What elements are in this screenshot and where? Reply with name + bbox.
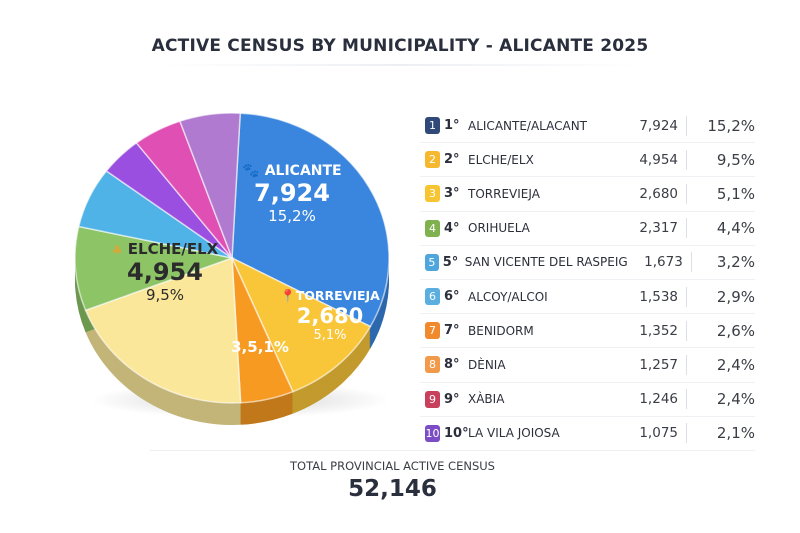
table-row: 7 7° BENIDORM 1,352 2,6% [420,314,755,349]
pie-chart [74,112,390,425]
column-separator [686,286,687,307]
location-pin-icon: 📍 [280,288,296,303]
column-separator [686,218,687,239]
census-percent: 2,4% [716,390,755,409]
column-separator [686,389,687,410]
rank-label: 5° [442,254,459,270]
municipality-name: ALCOY/ALCOI [468,289,548,304]
rank-label: 7° [444,323,460,339]
table-row: 9 9° XÀBIA 1,246 2,4% [420,383,755,417]
pie-slice [178,112,242,259]
column-separator [686,183,687,204]
rank-label: 2° [444,152,460,168]
pie-label-value: 4,954 [127,258,203,286]
rank-label: 4° [444,220,460,236]
rank-badge: 5 [425,253,439,271]
table-row: 4 4° ORIHUELA 2,317 4,4% [420,212,755,246]
census-percent: 2,4% [716,355,755,374]
rank-label: 1° [444,118,460,134]
pie-label-name: ELCHE/ELX [127,240,219,258]
column-separator [686,320,687,341]
rank-badge: 10 [425,424,440,442]
municipality-name: LA VILA JOIOSA [468,426,560,441]
total-divider [150,450,650,451]
census-percent: 2,1% [716,424,755,443]
rank-label: 9° [444,391,460,407]
table-row: 6 6° ALCOY/ALCOI 1,538 2,9% [420,280,755,315]
census-value: 7,924 [639,117,678,134]
rank-badge: 1 [425,117,440,135]
column-separator [686,354,687,375]
pie-slice [231,112,390,328]
pie-slice [74,225,235,312]
column-separator [686,115,687,136]
census-percent: 3,2% [716,253,755,272]
census-value: 1,673 [644,254,683,271]
title-divider [160,64,640,66]
municipality-name: ELCHE/ELX [468,152,534,167]
census-value: 1,075 [639,425,678,442]
rank-badge: 9 [425,390,440,408]
table-row: 5 5° SAN VICENTE DEL RASPEIG 1,673 3,2% [420,246,755,280]
municipality-name: TORREVIEJA [468,186,540,201]
rank-badge: 6 [425,288,440,306]
total-value: 52,146 [348,476,437,502]
column-separator [690,252,692,273]
census-value: 1,352 [639,322,678,339]
table-row: 1 1° ALICANTE/ALACANT 7,924 15,2% [420,109,755,144]
pie-label-alicante: 🐾 ALICANTE 7,924 15,2% [232,163,352,225]
pie-label-orange: 3,5,1% [231,338,289,356]
pie-slice [84,256,242,404]
rank-label: 3° [444,186,460,202]
table-row: 10 10° LA VILA JOIOSA 1,075 2,1% [420,417,755,451]
table-row: 2 2° ELCHE/ELX 4,954 9,5% [420,143,755,178]
pie-label-name: TORREVIEJA [295,288,380,303]
column-separator [686,423,687,444]
municipality-name: ORIHUELA [468,221,530,236]
census-value: 1,538 [639,288,678,305]
census-percent: 2,6% [716,321,755,340]
table-row: 3 3° TORREVIEJA 2,680 5,1% [420,177,755,212]
municipality-name: ALICANTE/ALACANT [468,118,588,133]
municipality-name: BENIDORM [468,323,534,338]
municipality-name: DÈNIA [468,357,506,372]
census-percent: 9,5% [716,150,755,169]
pie-slice [230,256,372,393]
census-percent: 2,9% [716,287,755,306]
census-percent: 5,1% [716,184,755,203]
total-label: TOTAL PROVINCIAL ACTIVE CENSUS [290,459,495,473]
ranking-table: 1 1° ALICANTE/ALACANT 7,924 15,2% 2 2° ELCHE/EL… [420,109,755,451]
census-value: 1,246 [639,391,678,408]
pie-label-torrevieja: 📍TORREVIEJA 2,680 5,1% [275,288,385,343]
municipality-name: XÀBIA [468,392,505,407]
pie-label-elche: ♣ ELCHE/ELX 4,954 9,5% [100,240,230,304]
pie-label-value: 2,680 [296,304,364,328]
pie-label-pct: 9,5% [145,286,185,304]
pie-label-value: 7,924 [254,179,330,207]
rank-badge: 2 [425,151,440,169]
rank-badge: 4 [425,219,440,237]
pie-label-pct: 5,1% [313,328,347,343]
chart-title: ACTIVE CENSUS BY MUNICIPALITY - ALICANTE… [151,36,649,56]
rank-label: 8° [444,357,460,373]
census-percent: 15,2% [707,116,755,135]
municipality-name: SAN VICENTE DEL RASPEIG [464,255,628,270]
census-value: 4,954 [639,151,678,168]
rank-badge: 8 [425,356,440,374]
census-value: 1,257 [639,356,678,373]
rank-label: 6° [444,289,460,305]
pie-label-pct: 15,2% [268,207,316,225]
pie-label-name: ALICANTE [264,163,342,179]
rank-badge: 7 [425,322,440,340]
tree-icon: ♣ [111,243,123,257]
column-separator [686,149,687,170]
paw-icon: 🐾 [242,163,260,179]
census-value: 2,680 [639,185,678,202]
rank-badge: 3 [425,185,440,203]
census-percent: 4,4% [716,219,755,238]
census-value: 2,317 [639,220,678,237]
table-row: 8 8° DÈNIA 1,257 2,4% [420,348,755,383]
rank-label: 10° [444,425,469,441]
